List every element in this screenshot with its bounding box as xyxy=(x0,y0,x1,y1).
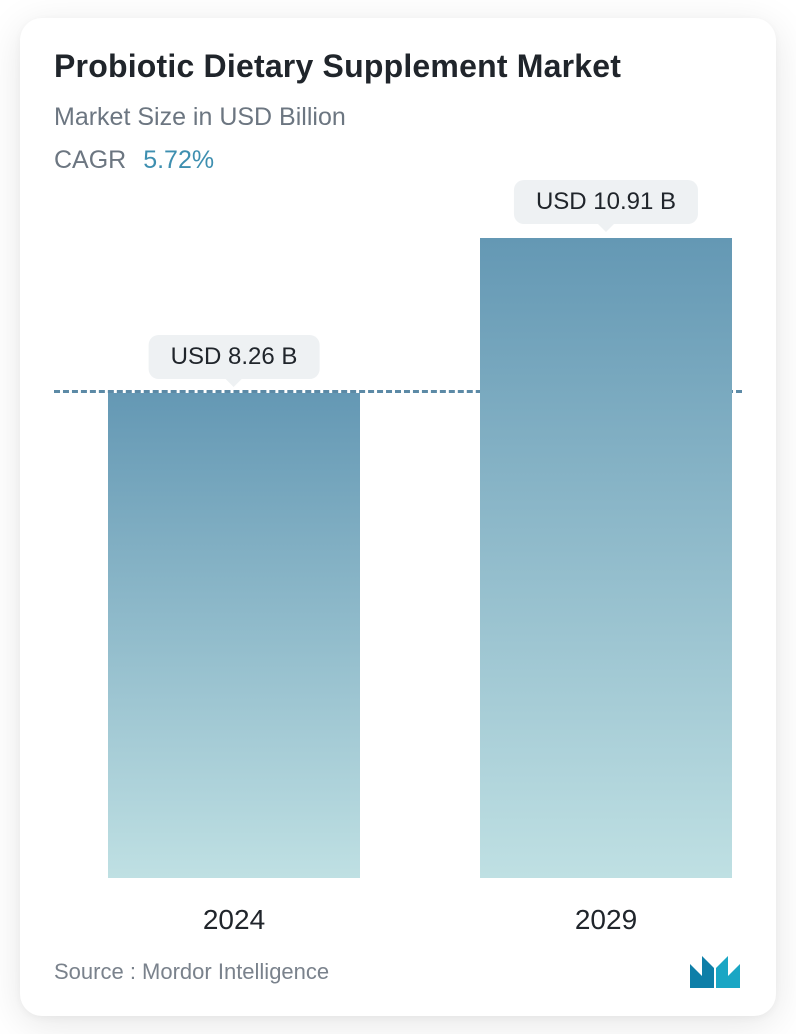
cagr-label: CAGR xyxy=(54,146,126,174)
chart-area: USD 8.26 B2024USD 10.91 B2029 xyxy=(54,215,742,944)
chart-title: Probiotic Dietary Supplement Market xyxy=(54,48,742,85)
card-footer: Source : Mordor Intelligence xyxy=(54,954,742,990)
value-bubble-2029: USD 10.91 B xyxy=(514,180,698,224)
value-bubble-2024: USD 8.26 B xyxy=(149,335,320,379)
x-label-2024: 2024 xyxy=(203,904,265,936)
mordor-logo-icon xyxy=(688,954,742,990)
bar-2024 xyxy=(108,393,360,878)
bar-2029 xyxy=(480,238,732,878)
source-label: Source : Mordor Intelligence xyxy=(54,959,329,985)
market-card: Probiotic Dietary Supplement Market Mark… xyxy=(20,18,776,1016)
x-label-2029: 2029 xyxy=(575,904,637,936)
cagr-value: 5.72% xyxy=(143,146,214,174)
chart-subtitle: Market Size in USD Billion xyxy=(54,103,742,132)
cagr-row: CAGR 5.72% xyxy=(54,146,742,175)
